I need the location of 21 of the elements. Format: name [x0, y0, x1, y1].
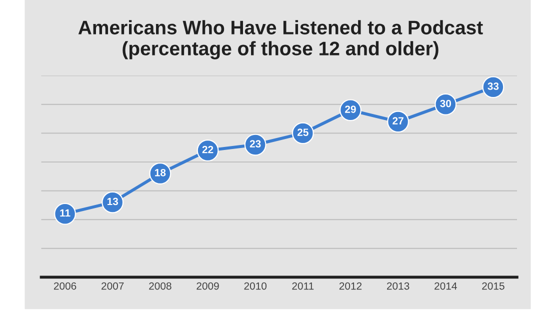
- data-label: 25: [297, 128, 308, 136]
- x-tick-label: 2013: [387, 282, 410, 290]
- data-label: 22: [202, 146, 214, 154]
- x-tick-label: 2011: [292, 282, 314, 290]
- x-tick-label: 2007: [102, 282, 124, 290]
- x-tick-label: 2010: [244, 282, 267, 290]
- data-label: 30: [440, 100, 452, 108]
- x-tick-label: 2008: [149, 282, 172, 290]
- x-tick-label: 2015: [482, 282, 504, 290]
- data-label: 18: [155, 168, 166, 176]
- data-label: 33: [488, 82, 499, 90]
- data-label: 27: [392, 117, 404, 124]
- data-label: 13: [107, 198, 118, 206]
- x-tick-label: 2009: [196, 282, 219, 290]
- x-tick-label: 2012: [339, 282, 362, 290]
- x-tick-label: 2006: [54, 282, 76, 290]
- data-label: 23: [250, 140, 261, 148]
- chart-title: Americans Who Have Listened to a Podcast (percentage of those 12 and older): [78, 20, 483, 60]
- data-label: 29: [345, 106, 356, 113]
- data-label: 11: [60, 209, 70, 217]
- x-tick-label: 2014: [434, 282, 457, 290]
